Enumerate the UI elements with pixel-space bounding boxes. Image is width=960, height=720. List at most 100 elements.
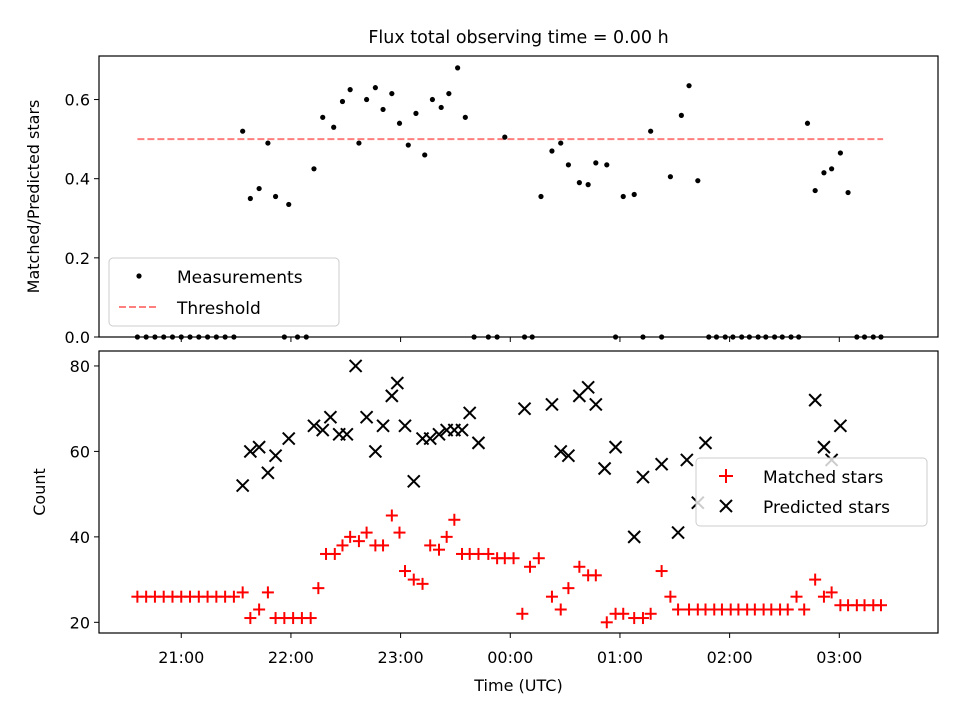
measurement-point: [821, 170, 827, 176]
count-axes-frame: [98, 350, 939, 634]
predicted-star-point: [340, 427, 354, 442]
predicted-star-point: [808, 393, 822, 407]
measurement-point: [631, 191, 637, 198]
measurement-point: [347, 87, 353, 93]
measurement-point: [256, 185, 262, 192]
measurement-point: [265, 140, 271, 146]
matched-star-point: [253, 603, 266, 616]
count-legend-box: [695, 457, 928, 527]
matched-star-point: [336, 539, 349, 552]
matched-star-point: [352, 535, 365, 548]
predicted-star-point: [817, 440, 831, 454]
count-x-ticks: 21:00 22:00 23:00 00:00 01:00 02:00 03:00: [158, 633, 862, 667]
ratio-panel-title: Flux total observing time = 0.00 h: [368, 28, 668, 48]
matched-star-point: [312, 582, 325, 595]
predicted-star-point: [698, 436, 713, 450]
matched-star-point: [562, 582, 575, 595]
measurement-point: [829, 166, 835, 172]
predicted-star-point: [348, 359, 363, 373]
measurement-point: [429, 96, 436, 103]
x-tick-label: 02:00: [707, 648, 753, 667]
predicted-star-point: [627, 530, 641, 544]
predicted-star-point: [390, 376, 405, 390]
matched-star-point: [360, 526, 373, 539]
measurement-point: [558, 140, 564, 146]
matched-star-point: [432, 543, 445, 556]
matched-star-point: [398, 565, 411, 578]
predicted-star-point: [385, 389, 399, 403]
measurements-legend-marker: [136, 273, 142, 279]
matched-star-point: [617, 607, 630, 620]
measurement-point: [272, 193, 279, 200]
measurement-point: [380, 106, 386, 113]
count-y-axis-label: Count: [30, 468, 49, 516]
predicted-star-point: [636, 470, 650, 484]
y-tick-label: 60: [70, 442, 90, 461]
predicted-star-point: [423, 431, 437, 446]
matched-star-point: [328, 547, 341, 560]
matched-star-point: [227, 590, 240, 603]
predicted-legend-label: Predicted stars: [763, 498, 890, 518]
y-tick-label: 0.6: [65, 91, 90, 110]
predicted-star-point: [833, 419, 848, 433]
predicted-star-point: [261, 466, 275, 480]
matched-star-point: [825, 586, 838, 599]
matched-star-point: [790, 590, 803, 603]
matched-star-point: [655, 565, 668, 578]
predicted-star-point: [517, 401, 532, 416]
ratio-legend-box: [108, 257, 340, 327]
measurement-point: [446, 90, 452, 97]
matched-star-point: [385, 509, 398, 522]
ratio-y-axis-label: Matched/Predicted stars: [24, 100, 43, 294]
measurement-point: [462, 114, 468, 120]
measurement-point: [364, 96, 370, 103]
measurement-point: [667, 174, 673, 180]
measurement-point: [695, 178, 701, 184]
matched-star-point: [482, 547, 495, 560]
matched-star-point: [516, 607, 529, 620]
count-panel: 20 40 60 80 21:00 22:00 23:00 00:00 01:00 02:00 0…: [30, 350, 939, 695]
predicted-star-point: [359, 410, 374, 424]
matched-star-point: [407, 573, 420, 586]
matched-star-point: [377, 539, 390, 552]
predicted-star-point: [235, 478, 250, 493]
predicted-star-point: [654, 457, 669, 471]
measurement-point: [585, 182, 591, 188]
matched-star-point: [440, 530, 453, 543]
y-tick-label: 0.2: [65, 249, 90, 268]
matched-star-point: [874, 599, 887, 612]
predicted-star-point: [243, 444, 258, 459]
measurement-point: [812, 187, 818, 194]
predicted-star-point: [368, 444, 383, 459]
predicted-star-point: [252, 440, 266, 454]
measurement-point: [389, 90, 395, 97]
matched-star-point: [672, 603, 685, 616]
measurement-point: [845, 189, 851, 196]
matched-star-point: [532, 552, 545, 565]
predicted-star-point: [282, 431, 296, 446]
predicted-star-point: [462, 406, 477, 420]
predicted-star-point: [608, 440, 623, 454]
measurement-point: [356, 140, 362, 146]
predicted-star-point: [597, 461, 612, 476]
measurement-point: [240, 128, 246, 134]
matched-star-point: [304, 612, 317, 625]
ratio-x-ticks: [180, 337, 840, 342]
predicted-star-point: [432, 427, 446, 442]
measurement-point: [837, 150, 843, 156]
predicted-star-point: [554, 444, 568, 459]
measurement-point: [549, 148, 555, 154]
predicted-star-point: [398, 419, 412, 433]
predicted-star-point: [407, 474, 421, 489]
predicted-star-point: [307, 419, 321, 433]
matched-star-point: [809, 573, 822, 586]
measurement-point: [455, 65, 461, 71]
matched-star-point: [798, 603, 811, 616]
y-tick-label: 0.0: [65, 328, 90, 347]
x-axis-label: Time (UTC): [473, 676, 562, 695]
y-tick-label: 20: [70, 613, 90, 632]
measurement-point: [593, 160, 599, 166]
y-tick-label: 80: [70, 357, 90, 376]
y-tick-label: 0.4: [65, 170, 90, 189]
